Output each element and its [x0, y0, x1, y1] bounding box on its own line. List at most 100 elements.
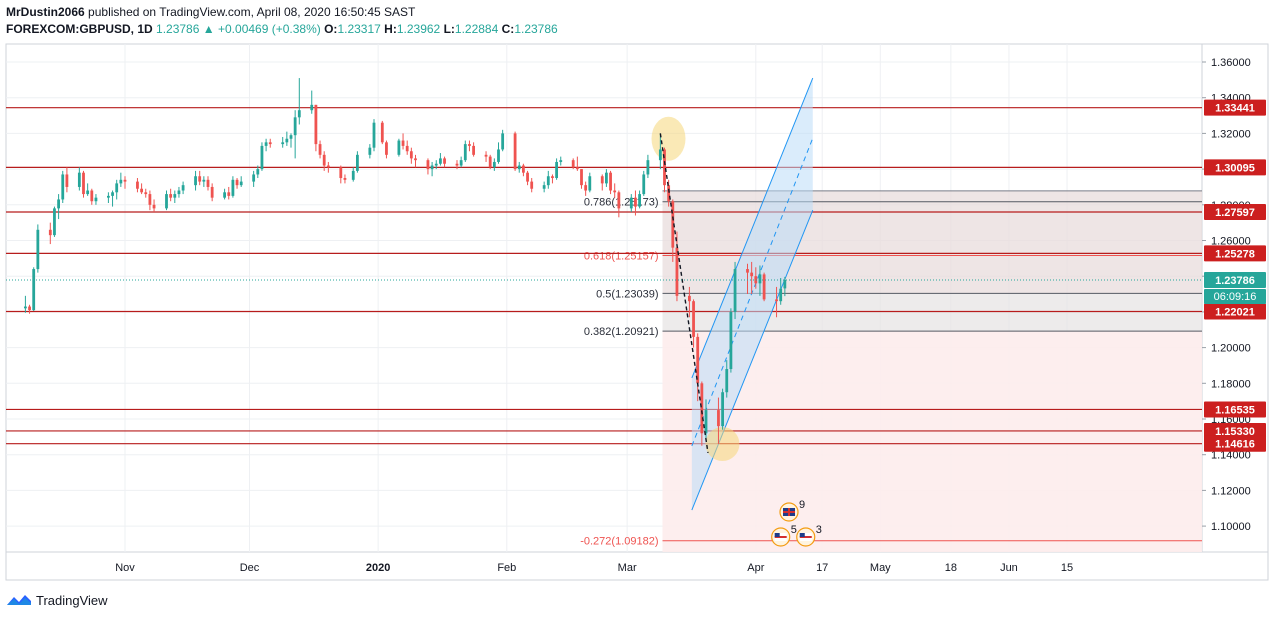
price-chart[interactable]: 1.360001.340001.320001.300001.280001.260… — [0, 0, 1274, 590]
level-price-label-text: 1.22021 — [1215, 307, 1255, 319]
candle-body — [372, 122, 376, 148]
x-tick-label: Feb — [497, 562, 516, 574]
fib-label: 0.382(1.20921) — [584, 326, 659, 338]
candle-body — [758, 274, 762, 284]
candle-body — [775, 299, 778, 302]
candle-body — [289, 135, 293, 139]
x-tick-label: Dec — [240, 562, 260, 574]
candle-body — [111, 192, 114, 196]
candle-body — [202, 179, 206, 182]
candle-body — [658, 149, 662, 161]
candle-body — [314, 104, 318, 145]
candle-body — [119, 179, 123, 184]
candle-body — [488, 156, 492, 168]
swing-high-highlight — [651, 116, 686, 161]
candle-body — [414, 158, 417, 161]
event-count: 9 — [799, 499, 805, 511]
candle-body — [401, 140, 405, 146]
candle-body — [522, 165, 525, 173]
candle-body — [409, 151, 413, 159]
publish-info: published on TradingView.com, April 08, … — [88, 5, 416, 19]
candle-body — [472, 145, 475, 155]
level-price-label-text: 1.33441 — [1215, 103, 1255, 115]
close-label: C: — [501, 22, 515, 36]
candle-body — [754, 276, 758, 284]
chart-header: MrDustin2066 published on TradingView.co… — [6, 4, 1268, 38]
candle-body — [675, 247, 679, 296]
candle-body — [123, 179, 127, 182]
swing-low-highlight — [705, 426, 740, 461]
candle-body — [206, 179, 210, 187]
candle-body — [463, 144, 467, 161]
level-price-label — [1204, 99, 1266, 116]
candle-body — [526, 172, 529, 182]
candle-body — [575, 167, 579, 170]
candle-body — [750, 272, 754, 277]
candle-body — [484, 154, 488, 157]
candle-body — [260, 145, 264, 170]
open-value: 1.23317 — [337, 22, 381, 36]
candle-body — [368, 147, 372, 155]
fib-label: 0.5(1.23039) — [596, 288, 658, 300]
candle-body — [584, 185, 588, 191]
event-count: 5 — [791, 524, 797, 536]
candle-body — [61, 174, 65, 200]
y-tick-label: 1.32000 — [1211, 128, 1251, 140]
candle-body — [94, 197, 98, 202]
channel-lower — [691, 209, 814, 511]
candle-body — [339, 167, 343, 179]
level-price-label-text: 1.25278 — [1215, 248, 1255, 260]
candle-body — [24, 306, 27, 309]
x-tick-label: 2020 — [366, 562, 390, 574]
level-price-label — [1204, 303, 1266, 320]
candle-body — [617, 192, 621, 209]
channel-upper — [691, 77, 814, 379]
candle-body — [455, 163, 459, 166]
tradingview-logo-icon — [7, 595, 31, 605]
candle-body — [638, 194, 641, 207]
high-label: H: — [384, 22, 397, 36]
candle-body — [513, 133, 517, 170]
candle-body — [318, 144, 322, 155]
candle-body — [430, 165, 434, 170]
candle-body — [542, 185, 546, 189]
candle-body — [783, 280, 787, 289]
level-price-label-text: 1.14616 — [1215, 439, 1255, 451]
candle-body — [696, 336, 700, 384]
y-tick-label: 1.36000 — [1211, 57, 1251, 69]
level-price-label — [1204, 401, 1266, 418]
low-label: L: — [443, 22, 455, 36]
footer-brand[interactable]: TradingView — [6, 591, 108, 609]
author-name[interactable]: MrDustin2066 — [6, 5, 85, 19]
candle-body — [642, 174, 646, 195]
candle-body — [497, 149, 500, 162]
candle-body — [439, 158, 442, 164]
level-price-label — [1204, 203, 1266, 220]
candle-body — [169, 194, 173, 198]
fib-label: -0.272(1.09182) — [580, 536, 658, 548]
level-price-label — [1204, 159, 1266, 176]
candle-body — [326, 165, 330, 168]
candle-body — [600, 176, 604, 184]
x-tick-label: 17 — [816, 562, 828, 574]
candle-body — [443, 158, 446, 164]
y-tick-label: 1.18000 — [1211, 378, 1251, 390]
level-price-label-text: 1.30095 — [1215, 162, 1255, 174]
candle-body — [667, 185, 671, 202]
x-tick-label: 18 — [945, 562, 957, 574]
time-axis[interactable] — [5, 551, 1269, 581]
candle-body — [297, 110, 301, 118]
candle-body — [356, 154, 359, 171]
price-change: +0.00469 (+0.38%) — [218, 22, 321, 36]
candle-body — [762, 274, 766, 300]
x-tick-label: 15 — [1061, 562, 1073, 574]
brand-name: TradingView — [36, 592, 108, 608]
candle-body — [646, 160, 650, 175]
channel-median — [691, 137, 814, 447]
candle-body — [239, 181, 243, 186]
level-price-label — [1204, 422, 1266, 439]
candle-body — [343, 178, 347, 180]
candle-body — [82, 172, 85, 195]
candle-body — [140, 188, 143, 193]
low-value: 1.22884 — [454, 22, 499, 36]
